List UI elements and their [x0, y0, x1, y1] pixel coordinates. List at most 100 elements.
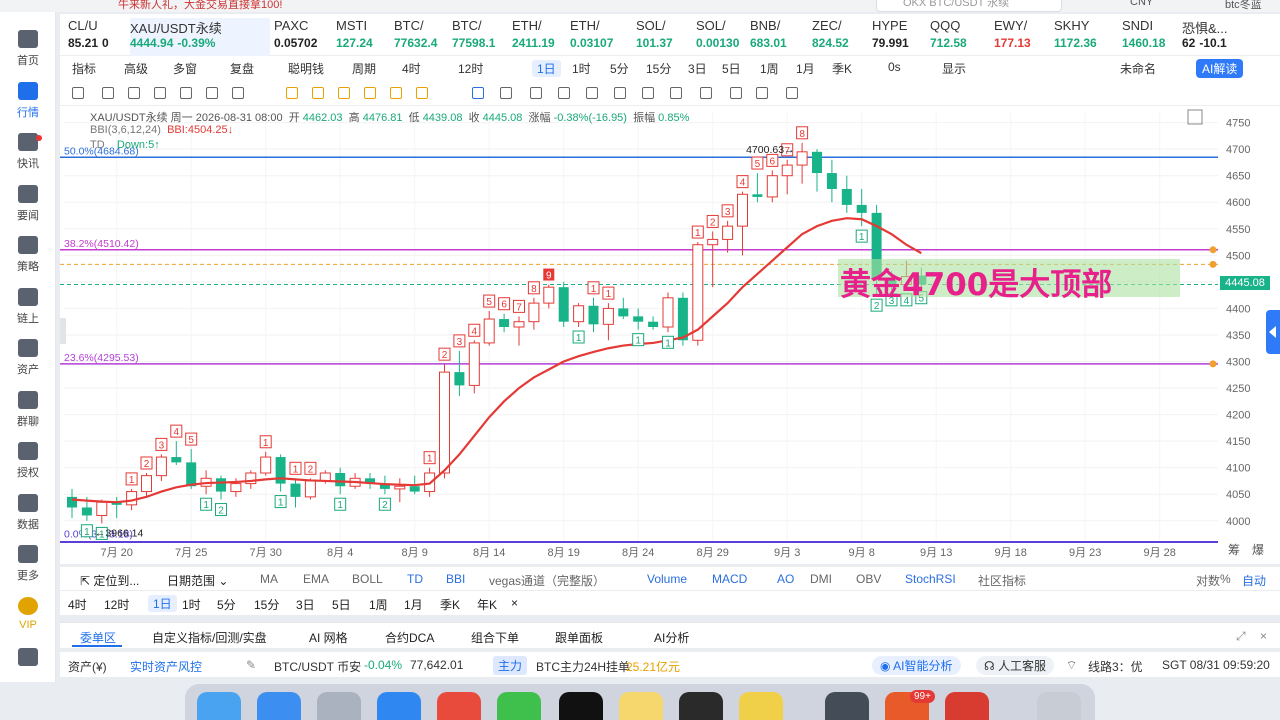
candle-body[interactable] [633, 316, 644, 322]
timeframe-item-6[interactable]: 3日 [296, 598, 315, 612]
plus-icon[interactable] [338, 87, 350, 99]
candle-body[interactable] [111, 502, 122, 505]
candle-body[interactable] [677, 297, 688, 341]
candle-body[interactable] [126, 491, 138, 506]
promo-text[interactable]: 牛来新人礼，大金交易直接拿100! [118, 0, 283, 11]
ticker-11[interactable]: ZEC/824.52 [812, 18, 868, 56]
close-panel-icon[interactable]: × [1260, 629, 1268, 643]
calculator-icon[interactable] [945, 692, 989, 720]
eraser-icon[interactable] [72, 87, 84, 99]
candle-body[interactable] [528, 302, 540, 323]
user-name[interactable]: btc冬蓝 [1225, 0, 1262, 11]
trash-icon[interactable] [730, 87, 742, 99]
toolbar-item-1[interactable]: 高级 [124, 62, 149, 76]
timeframe-item-3[interactable]: 1时 [182, 598, 201, 612]
toolbar-item-12[interactable]: 3日 [688, 62, 707, 76]
toolbar-item-6[interactable]: 4时 [402, 62, 421, 76]
indicator-item-4[interactable]: BBI [446, 572, 466, 586]
candle-body[interactable] [304, 480, 316, 498]
bottom-tab-4[interactable]: 组合下单 [471, 631, 520, 645]
toolbar-item-15[interactable]: 1月 [796, 62, 815, 76]
candle-body[interactable] [588, 305, 599, 325]
ai-interpret-button[interactable]: AI解读 [1196, 59, 1244, 78]
candle-body[interactable] [260, 456, 272, 474]
toolbar-item-2[interactable]: 多窗 [173, 62, 198, 76]
toolbar-item-10[interactable]: 5分 [610, 62, 629, 76]
sidebar-item-12[interactable] [0, 648, 56, 698]
indicator-item-10[interactable]: OBV [856, 572, 882, 586]
candle-body[interactable] [692, 244, 704, 341]
sidebar-item-8[interactable]: 授权 [0, 442, 56, 492]
sidebar-item-9[interactable]: 数据 [0, 493, 56, 544]
wave-icon[interactable] [416, 87, 428, 99]
wechat-icon[interactable] [497, 692, 541, 720]
pair-label[interactable]: BTC/USDT 币安 [274, 660, 362, 674]
indicator-item-13[interactable]: 对数 [1196, 574, 1221, 588]
candle-body[interactable] [230, 483, 242, 493]
timeframe-item-8[interactable]: 1周 [369, 598, 388, 612]
left-panel-handle[interactable] [60, 318, 66, 344]
candle-body[interactable] [618, 308, 629, 317]
toolbar-item-4[interactable]: 聪明钱 [288, 62, 325, 76]
toolbar-item-13[interactable]: 5日 [722, 62, 741, 76]
candle-body[interactable] [513, 321, 525, 328]
candle-body[interactable] [483, 318, 495, 344]
candle-body[interactable] [737, 193, 748, 227]
candle-body[interactable] [841, 188, 852, 205]
brush-icon[interactable] [206, 87, 218, 99]
toolbar-item-16[interactable]: 季K [832, 62, 853, 76]
bottom-tab-0[interactable]: 委单区 [80, 631, 117, 645]
text-icon[interactable] [180, 87, 192, 99]
sidebar-item-3[interactable]: 要闻 [0, 184, 56, 235]
sidebar-item-7[interactable]: 群聊 [0, 390, 56, 441]
search-input[interactable]: OKX BTC/USDT 永续 [876, 0, 1062, 12]
timeframe-item-0[interactable]: 4时 [68, 598, 87, 612]
filter-icon[interactable] [700, 87, 712, 99]
toolbar-item-5[interactable]: 周期 [352, 62, 377, 76]
candle-body[interactable] [155, 456, 167, 477]
right-axis-tool[interactable]: 爆 [1252, 543, 1264, 557]
candle-body[interactable] [365, 478, 375, 484]
timeframe-item-4[interactable]: 5分 [217, 598, 236, 612]
redo-icon[interactable] [786, 87, 798, 99]
bottom-tab-2[interactable]: AI 网格 [309, 631, 348, 645]
candle-body[interactable] [573, 305, 585, 323]
expand-icon[interactable]: ⤢ [1236, 629, 1246, 643]
candle-body[interactable] [499, 319, 510, 327]
date-range-select[interactable]: 日期范围 ⌄ [167, 574, 229, 588]
main-icon[interactable] [286, 87, 298, 99]
expand-right-panel-button[interactable] [1266, 310, 1280, 354]
paint-icon[interactable] [558, 87, 570, 99]
price-chart[interactable]: 4000405041004150420042504300435044004450… [60, 106, 1280, 564]
toolbar-item-9[interactable]: 1时 [572, 62, 591, 76]
sidebar-item-5[interactable]: 链上 [0, 287, 56, 338]
candle-body[interactable] [96, 501, 108, 516]
ticker-9[interactable]: SOL/0.00130 [696, 18, 752, 56]
toolbar-item-0[interactable]: 指标 [72, 62, 97, 76]
indicator-item-3[interactable]: TD [407, 572, 423, 586]
cross-icon[interactable] [670, 87, 682, 99]
locate-button[interactable]: ⇱ 定位到... [80, 574, 140, 588]
trash-icon[interactable] [1037, 692, 1081, 720]
indicator-item-9[interactable]: DMI [810, 572, 832, 586]
ticker-16[interactable]: SNDI 1460.18 [1122, 18, 1178, 56]
indicator-item-14[interactable]: % [1220, 572, 1231, 586]
ticker-6[interactable]: ETH/2411.19 [512, 18, 568, 56]
big-icon[interactable] [312, 87, 324, 99]
sidebar-item-11[interactable]: VIP [0, 596, 56, 647]
chart-annotation[interactable]: 黄金4700是大顶部 [838, 259, 1180, 303]
safari-icon[interactable] [257, 692, 301, 720]
ticker-10[interactable]: BNB/683.01 [750, 18, 806, 56]
candle-body[interactable] [394, 485, 406, 490]
candle-body[interactable] [290, 483, 301, 497]
toolbar-item-3[interactable]: 复盘 [230, 62, 255, 76]
indicator-item-12[interactable]: 社区指标 [978, 574, 1027, 588]
candle-body[interactable] [81, 507, 92, 516]
eye-icon[interactable] [614, 87, 626, 99]
candle-body[interactable] [796, 151, 808, 166]
candle-body[interactable] [752, 194, 763, 197]
fib-icon[interactable] [390, 87, 402, 99]
indicator-item-5[interactable]: vegas通道（完整版） [489, 574, 606, 588]
asset-label[interactable]: 资产(¥) [68, 660, 107, 674]
indicator-item-7[interactable]: MACD [712, 572, 748, 586]
